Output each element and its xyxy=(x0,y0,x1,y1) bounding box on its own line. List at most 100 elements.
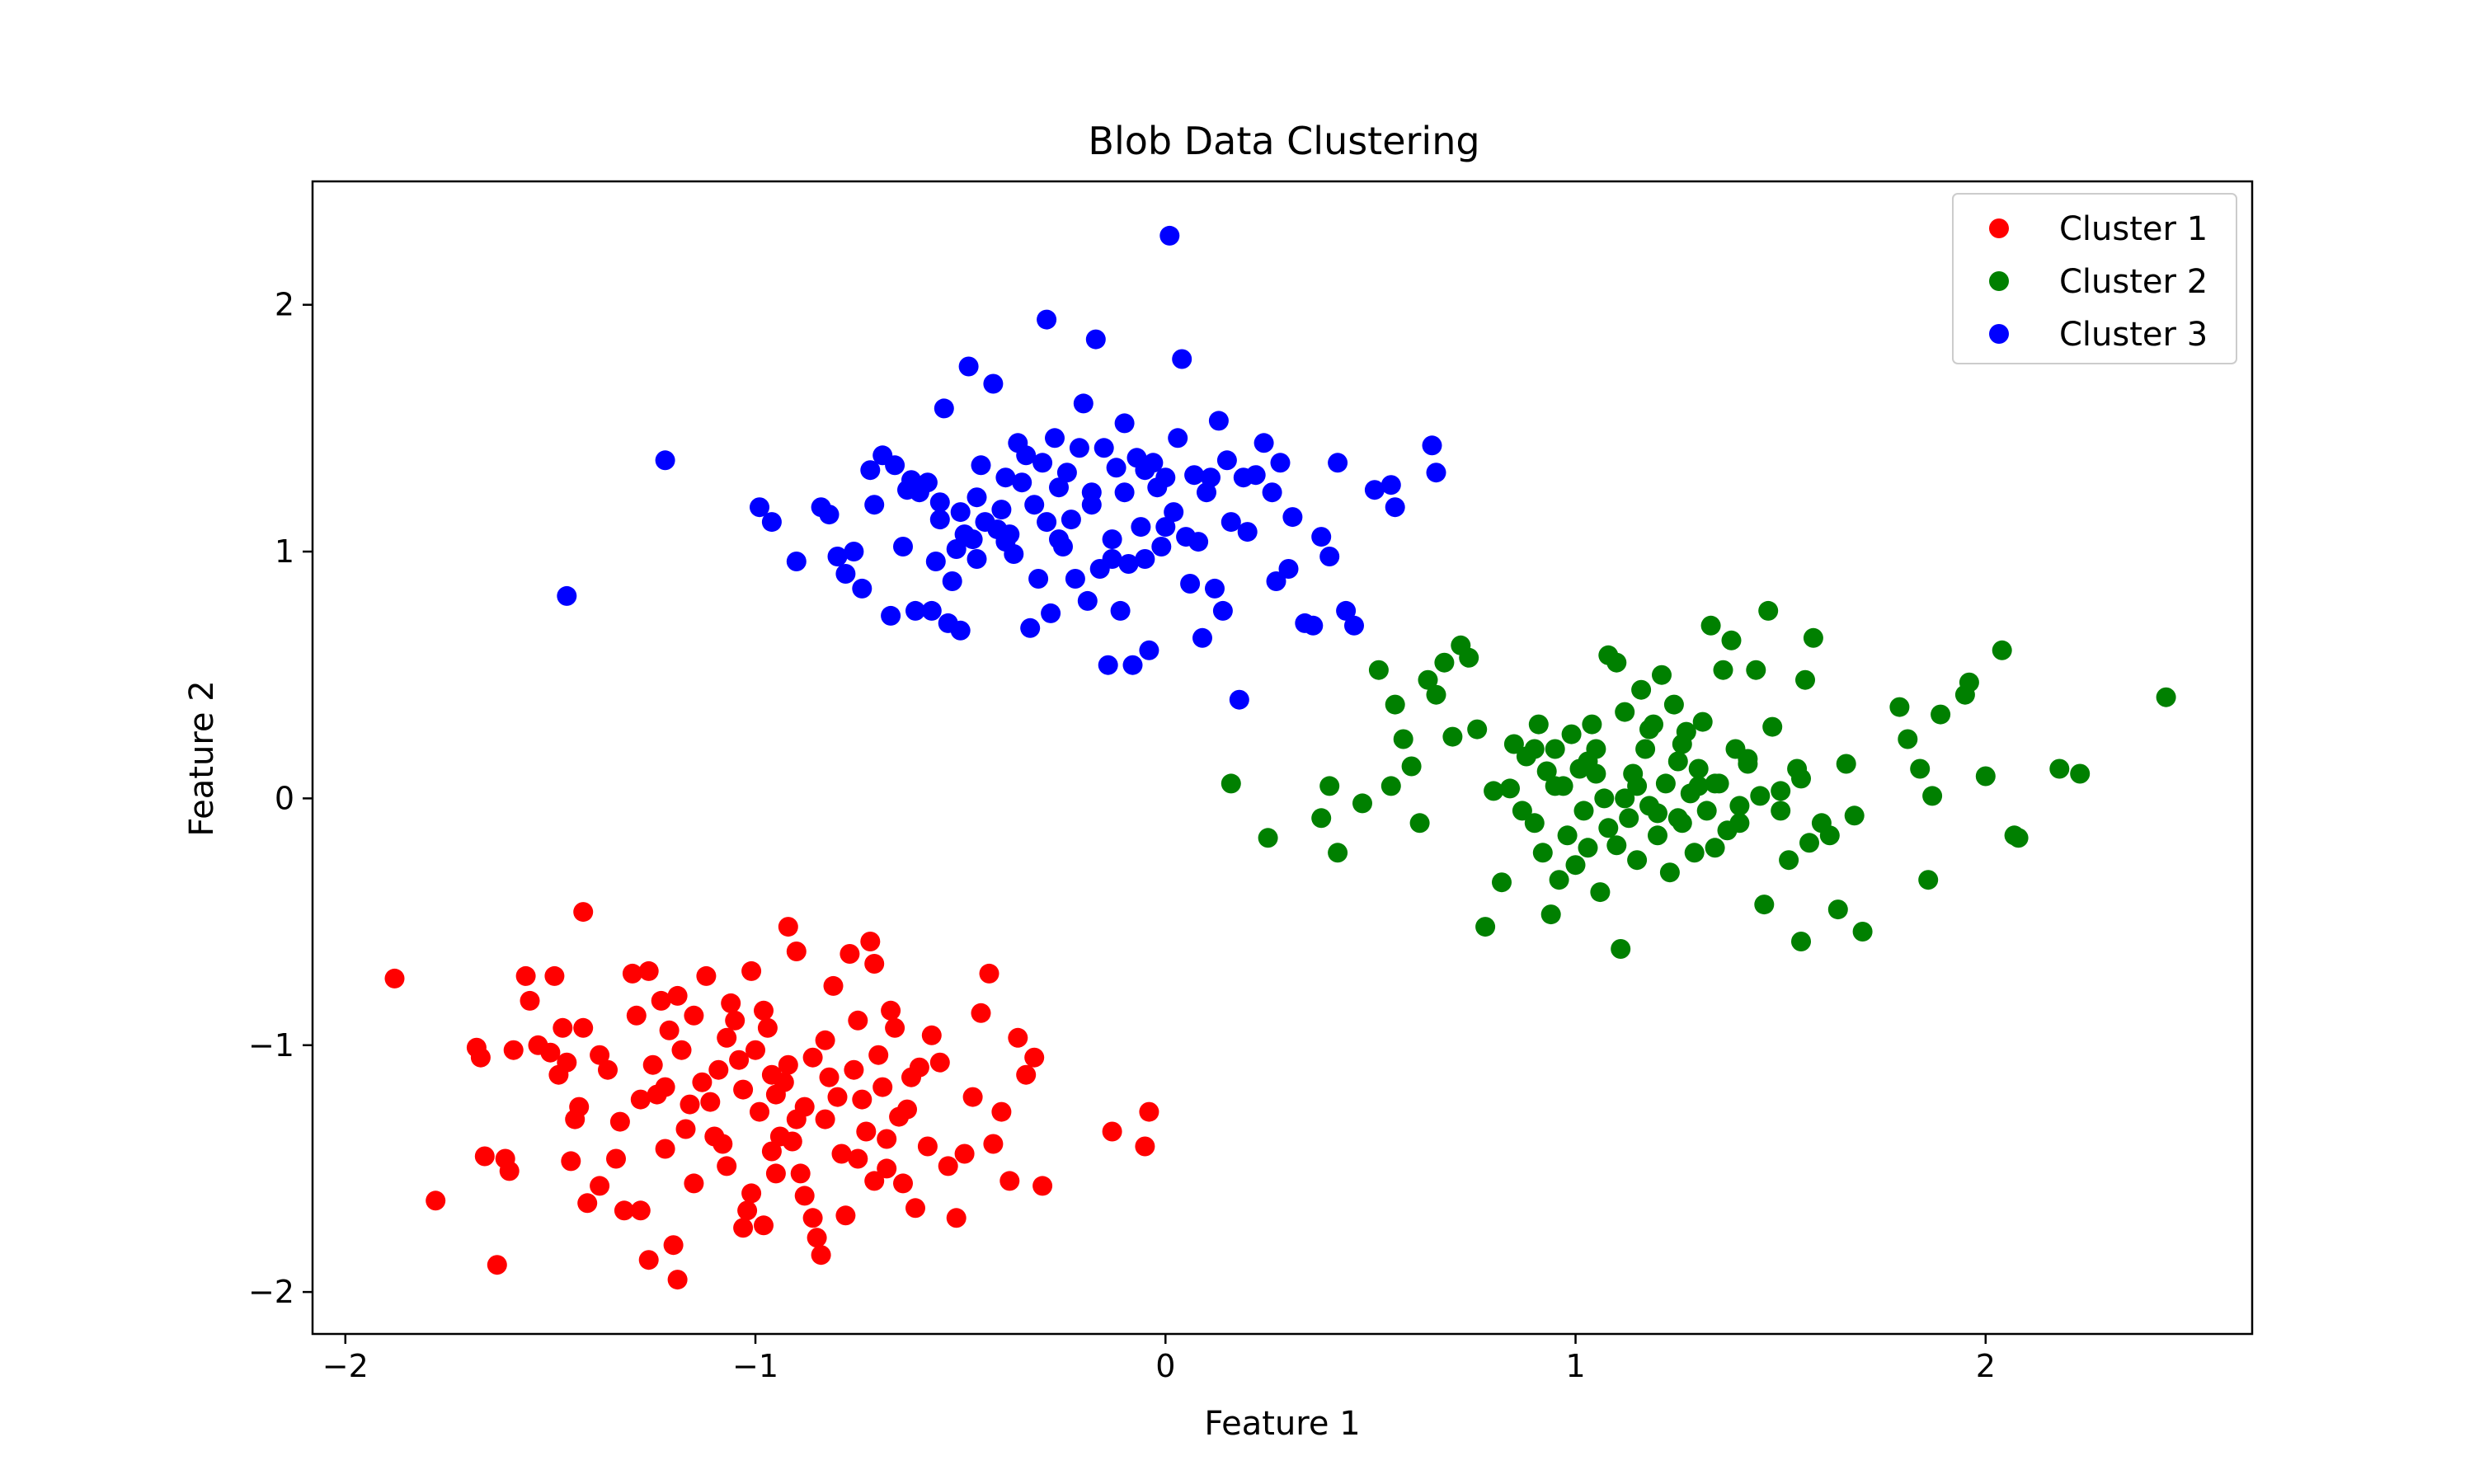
x-axis: −2 −1 0 1 2 xyxy=(322,1334,1996,1384)
data-point xyxy=(1032,453,1053,473)
data-point xyxy=(1151,537,1172,556)
data-point xyxy=(1803,627,1823,648)
legend-box xyxy=(1952,193,2237,364)
legend: Cluster 1 Cluster 2 Cluster 3 xyxy=(1952,193,2237,364)
data-point xyxy=(925,552,946,571)
y-tick-label: 0 xyxy=(275,780,294,816)
data-point xyxy=(1729,796,1750,816)
data-point xyxy=(671,1040,692,1060)
data-point xyxy=(827,1087,848,1107)
data-point xyxy=(1352,793,1372,814)
data-point xyxy=(802,1047,823,1068)
data-point xyxy=(1729,813,1750,834)
data-point xyxy=(938,1156,958,1176)
data-point xyxy=(2156,687,2176,707)
data-point xyxy=(1221,512,1241,533)
data-point xyxy=(557,1052,577,1073)
data-point xyxy=(1205,578,1225,599)
data-point xyxy=(1401,756,1422,777)
data-point xyxy=(713,1134,733,1154)
data-point xyxy=(1426,463,1446,483)
data-point xyxy=(1663,694,1684,715)
data-point xyxy=(1192,627,1212,648)
data-point xyxy=(1114,482,1135,503)
data-point xyxy=(1799,833,1819,853)
data-point xyxy=(684,1005,704,1026)
data-point xyxy=(778,1054,798,1075)
data-point xyxy=(1549,870,1569,890)
data-point xyxy=(721,993,741,1013)
x-tick-label: 2 xyxy=(1976,1348,1996,1384)
data-point xyxy=(794,1186,815,1206)
data-point xyxy=(802,1208,823,1228)
data-point xyxy=(426,1190,446,1211)
data-point xyxy=(1503,734,1524,754)
data-point xyxy=(893,537,913,556)
data-point xyxy=(905,1198,925,1219)
data-point xyxy=(1426,684,1446,705)
plot-frame xyxy=(311,180,2254,1336)
data-point xyxy=(1771,801,1791,821)
data-point xyxy=(1659,862,1680,883)
data-point xyxy=(520,990,540,1011)
data-point xyxy=(1791,768,1811,789)
data-point xyxy=(1738,754,1758,774)
data-point xyxy=(1648,803,1667,824)
data-point xyxy=(1705,773,1725,794)
data-point xyxy=(1688,758,1709,779)
data-point xyxy=(840,944,860,964)
data-point xyxy=(1819,825,1840,846)
data-point xyxy=(1094,438,1114,458)
data-point xyxy=(1139,1101,1159,1122)
legend-label: Cluster 3 xyxy=(2059,316,2208,354)
data-point xyxy=(1233,467,1253,488)
legend-marker xyxy=(1989,271,2009,291)
data-point xyxy=(1795,669,1815,690)
data-point xyxy=(921,600,942,621)
data-point xyxy=(1442,726,1463,747)
data-point xyxy=(864,954,885,974)
data-point xyxy=(1484,781,1504,801)
data-point xyxy=(1188,532,1209,552)
data-point xyxy=(470,1047,491,1068)
data-point xyxy=(1655,773,1676,794)
data-point xyxy=(823,975,844,996)
data-point xyxy=(675,1119,696,1139)
data-point xyxy=(1627,850,1648,871)
data-point xyxy=(983,1134,1004,1154)
data-point xyxy=(1118,554,1139,574)
data-point xyxy=(1545,776,1565,796)
data-point xyxy=(1619,808,1639,829)
data-point xyxy=(729,1050,750,1070)
data-point xyxy=(725,1010,745,1031)
data-point xyxy=(1852,922,1873,942)
y-tick-label: −1 xyxy=(248,1027,294,1064)
data-point xyxy=(630,1200,651,1221)
data-point xyxy=(1016,445,1037,466)
data-point xyxy=(848,1148,868,1169)
data-point xyxy=(1524,813,1545,834)
data-point xyxy=(1652,665,1672,685)
data-point xyxy=(983,373,1004,394)
legend-label: Cluster 2 xyxy=(2059,263,2208,301)
data-point xyxy=(872,1077,893,1097)
data-point xyxy=(2008,828,2029,848)
data-point xyxy=(499,1161,520,1181)
data-point xyxy=(544,965,565,986)
data-point xyxy=(1696,801,1717,821)
data-point xyxy=(1771,781,1791,801)
data-point xyxy=(1221,773,1241,794)
data-point xyxy=(1700,615,1721,636)
data-point xyxy=(1635,739,1656,759)
data-point xyxy=(1266,571,1286,591)
data-point xyxy=(1237,522,1258,542)
data-point xyxy=(1037,309,1057,330)
data-point xyxy=(885,1017,905,1038)
y-axis: −2 −1 0 1 2 xyxy=(248,287,313,1310)
data-point xyxy=(1672,734,1692,754)
data-point xyxy=(778,917,798,937)
data-point xyxy=(885,455,905,476)
y-tick-label: −2 xyxy=(248,1274,294,1310)
data-point xyxy=(868,1045,889,1065)
